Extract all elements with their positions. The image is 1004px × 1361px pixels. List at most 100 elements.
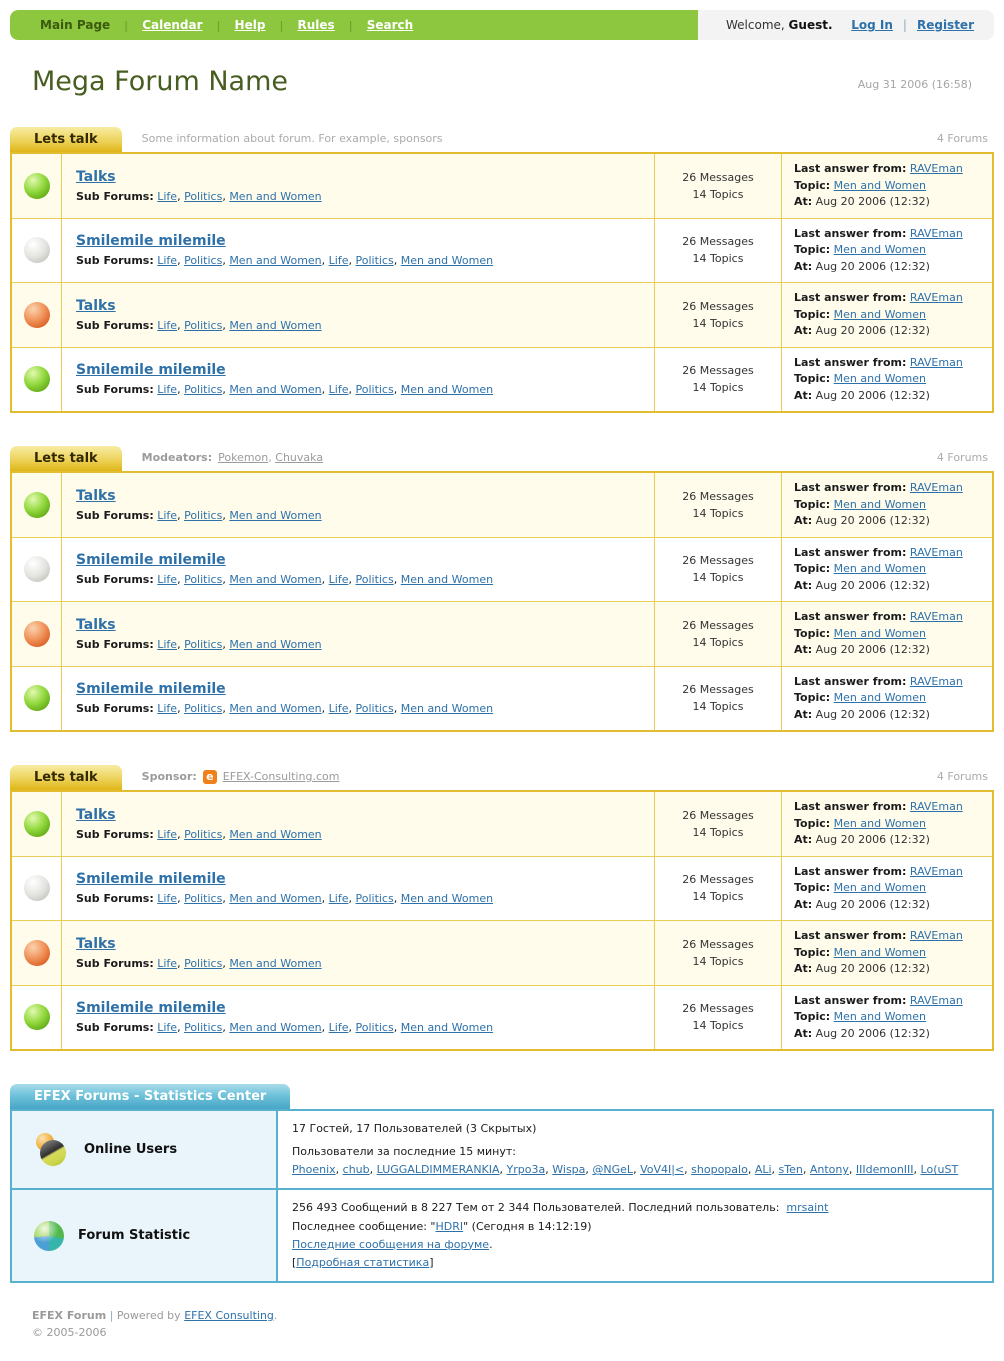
subforum-link[interactable]: Politics xyxy=(184,956,223,970)
topic-link[interactable]: Men and Women xyxy=(833,307,927,321)
subforum-link[interactable]: Life xyxy=(157,383,178,397)
subforum-link[interactable]: Men and Women xyxy=(229,254,322,268)
subforum-link[interactable]: Life xyxy=(328,254,349,268)
topic-link[interactable]: Men and Women xyxy=(833,178,927,192)
subforum-link[interactable]: Politics xyxy=(184,508,223,522)
detailed-stats-link[interactable]: Подробная статистика xyxy=(296,1255,430,1269)
nav-search[interactable]: Search xyxy=(366,18,414,32)
online-user-link[interactable]: Wispa xyxy=(552,1163,586,1177)
subforum-link[interactable]: Politics xyxy=(355,573,394,587)
last-answer-user-link[interactable]: RAVEman xyxy=(909,355,963,369)
efex-consulting-link[interactable]: EFEX Consulting xyxy=(184,1308,274,1322)
forum-title-link[interactable]: Talks xyxy=(76,935,116,952)
subforum-link[interactable]: Men and Women xyxy=(229,573,322,587)
last-user-link[interactable]: mrsaint xyxy=(786,1201,829,1215)
subforum-link[interactable]: Men and Women xyxy=(400,254,494,268)
subforum-link[interactable]: Men and Women xyxy=(229,956,322,970)
online-user-link[interactable]: IIIdemonIII xyxy=(855,1163,914,1177)
subforum-link[interactable]: Life xyxy=(328,702,349,716)
subforum-link[interactable]: Men and Women xyxy=(229,508,322,522)
section-tab[interactable]: Lets talk xyxy=(10,127,122,152)
subforum-link[interactable]: Men and Women xyxy=(229,637,322,651)
nav-rules[interactable]: Rules xyxy=(297,18,335,32)
online-user-link[interactable]: Lo(uST xyxy=(920,1163,959,1177)
last-message-link[interactable]: HDRI xyxy=(435,1219,464,1233)
subforum-link[interactable]: Politics xyxy=(184,827,223,841)
subforum-link[interactable]: Life xyxy=(157,637,178,651)
online-user-link[interactable]: LUGGALDIMMERANKIA xyxy=(376,1163,500,1177)
topic-link[interactable]: Men and Women xyxy=(833,562,927,575)
subforum-link[interactable]: Life xyxy=(157,827,178,841)
forum-title-link[interactable]: Talks xyxy=(76,806,116,823)
subforum-link[interactable]: Life xyxy=(157,702,178,716)
topic-link[interactable]: Men and Women xyxy=(833,497,927,511)
forum-title-link[interactable]: Smilemile milemile xyxy=(76,362,226,379)
topic-link[interactable]: Men and Women xyxy=(833,243,927,256)
last-answer-user-link[interactable]: RAVEman xyxy=(909,162,963,175)
nav-main-page[interactable]: Main Page xyxy=(40,18,111,32)
forum-title-link[interactable]: Smilemile milemile xyxy=(76,681,226,698)
last-answer-user-link[interactable]: RAVEman xyxy=(909,291,963,304)
subforum-link[interactable]: Politics xyxy=(184,254,223,268)
nav-help[interactable]: Help xyxy=(234,18,266,32)
last-answer-user-link[interactable]: RAVEman xyxy=(909,993,963,1007)
latest-posts-link[interactable]: Последние сообщения на форуме xyxy=(292,1237,490,1251)
subforum-link[interactable]: Life xyxy=(328,383,349,397)
online-user-link[interactable]: shopopalo xyxy=(691,1163,748,1177)
subforum-link[interactable]: Politics xyxy=(184,383,223,397)
last-answer-user-link[interactable]: RAVEman xyxy=(909,800,963,813)
subforum-link[interactable]: Politics xyxy=(184,1021,223,1035)
subforum-link[interactable]: Politics xyxy=(355,702,394,716)
subforum-link[interactable]: Politics xyxy=(355,892,394,906)
subforum-link[interactable]: Men and Women xyxy=(229,189,322,203)
moderator-link[interactable]: Pokemon xyxy=(218,451,269,464)
subforum-link[interactable]: Politics xyxy=(184,573,223,587)
subforum-link[interactable]: Politics xyxy=(184,318,223,332)
subforum-link[interactable]: Life xyxy=(157,1021,178,1035)
subforum-link[interactable]: Men and Women xyxy=(400,573,494,587)
online-user-link[interactable]: Yrpo3a xyxy=(506,1163,546,1177)
subforum-link[interactable]: Men and Women xyxy=(400,1021,494,1035)
topic-link[interactable]: Men and Women xyxy=(833,372,927,385)
online-user-link[interactable]: chub xyxy=(342,1163,370,1177)
section-tab[interactable]: Lets talk xyxy=(10,765,122,790)
subforum-link[interactable]: Politics xyxy=(184,637,223,651)
last-answer-user-link[interactable]: RAVEman xyxy=(909,610,963,623)
subforum-link[interactable]: Men and Women xyxy=(229,892,322,906)
subforum-link[interactable]: Life xyxy=(157,892,178,906)
online-user-link[interactable]: @NGeL xyxy=(592,1163,634,1177)
subforum-link[interactable]: Life xyxy=(328,1021,349,1035)
forum-title-link[interactable]: Smilemile milemile xyxy=(76,233,226,250)
forum-title-link[interactable]: Smilemile milemile xyxy=(76,1000,226,1017)
subforum-link[interactable]: Politics xyxy=(355,254,394,268)
forum-title-link[interactable]: Talks xyxy=(76,168,116,185)
subforum-link[interactable]: Men and Women xyxy=(229,827,322,841)
subforum-link[interactable]: Life xyxy=(157,318,178,332)
nav-calendar[interactable]: Calendar xyxy=(142,18,203,32)
topic-link[interactable]: Men and Women xyxy=(833,626,927,640)
subforum-link[interactable]: Life xyxy=(157,508,178,522)
login-link[interactable]: Log In xyxy=(851,18,893,32)
subforum-link[interactable]: Men and Women xyxy=(229,318,322,332)
subforum-link[interactable]: Men and Women xyxy=(400,383,494,397)
subforum-link[interactable]: Life xyxy=(328,892,349,906)
subforum-link[interactable]: Men and Women xyxy=(229,1021,322,1035)
statistics-tab[interactable]: EFEX Forums - Statistics Center xyxy=(10,1084,291,1109)
section-tab[interactable]: Lets talk xyxy=(10,446,122,471)
online-user-link[interactable]: Antony xyxy=(809,1163,849,1177)
last-answer-user-link[interactable]: RAVEman xyxy=(909,481,963,494)
topic-link[interactable]: Men and Women xyxy=(833,1010,927,1023)
subforum-link[interactable]: Life xyxy=(157,956,178,970)
subforum-link[interactable]: Men and Women xyxy=(400,702,494,716)
forum-title-link[interactable]: Talks xyxy=(76,297,116,314)
forum-title-link[interactable]: Smilemile milemile xyxy=(76,552,226,569)
last-answer-user-link[interactable]: RAVEman xyxy=(909,545,963,559)
subforum-link[interactable]: Politics xyxy=(184,189,223,203)
online-user-link[interactable]: ALi xyxy=(754,1163,772,1177)
subforum-link[interactable]: Politics xyxy=(184,892,223,906)
subforum-link[interactable]: Men and Women xyxy=(229,702,322,716)
subforum-link[interactable]: Life xyxy=(157,254,178,268)
online-user-link[interactable]: Phoenix xyxy=(292,1163,336,1177)
last-answer-user-link[interactable]: RAVEman xyxy=(909,929,963,942)
topic-link[interactable]: Men and Women xyxy=(833,945,927,959)
